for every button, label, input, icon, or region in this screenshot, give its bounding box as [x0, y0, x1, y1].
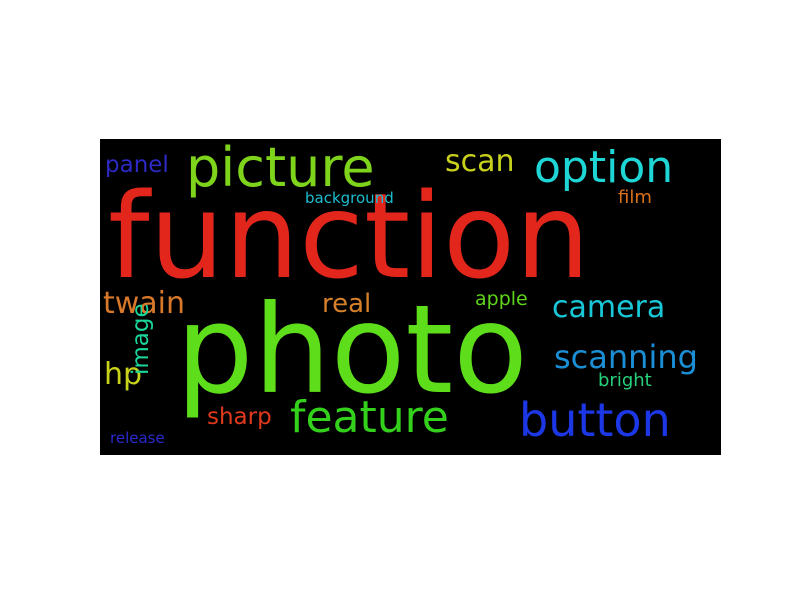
word-feature: feature: [290, 392, 449, 443]
word-function: function: [108, 167, 591, 305]
word-cloud: function photo picture option button fea…: [100, 139, 721, 455]
word-button: button: [519, 393, 671, 447]
word-release: release: [110, 429, 165, 447]
word-hp: hp: [104, 357, 143, 392]
word-apple: apple: [475, 288, 528, 310]
word-scan: scan: [445, 144, 515, 179]
word-real: real: [322, 289, 372, 319]
word-film: film: [618, 187, 652, 208]
word-twain: twain: [103, 286, 186, 321]
word-option: option: [534, 142, 674, 193]
word-picture: picture: [186, 139, 375, 199]
word-camera: camera: [552, 290, 666, 325]
word-photo: photo: [176, 279, 528, 421]
word-scanning: scanning: [554, 338, 698, 376]
word-bright: bright: [598, 370, 652, 391]
word-image: image: [128, 303, 154, 375]
word-background: background: [305, 189, 394, 207]
word-panel: panel: [105, 152, 169, 178]
word-sharp: sharp: [207, 404, 272, 430]
